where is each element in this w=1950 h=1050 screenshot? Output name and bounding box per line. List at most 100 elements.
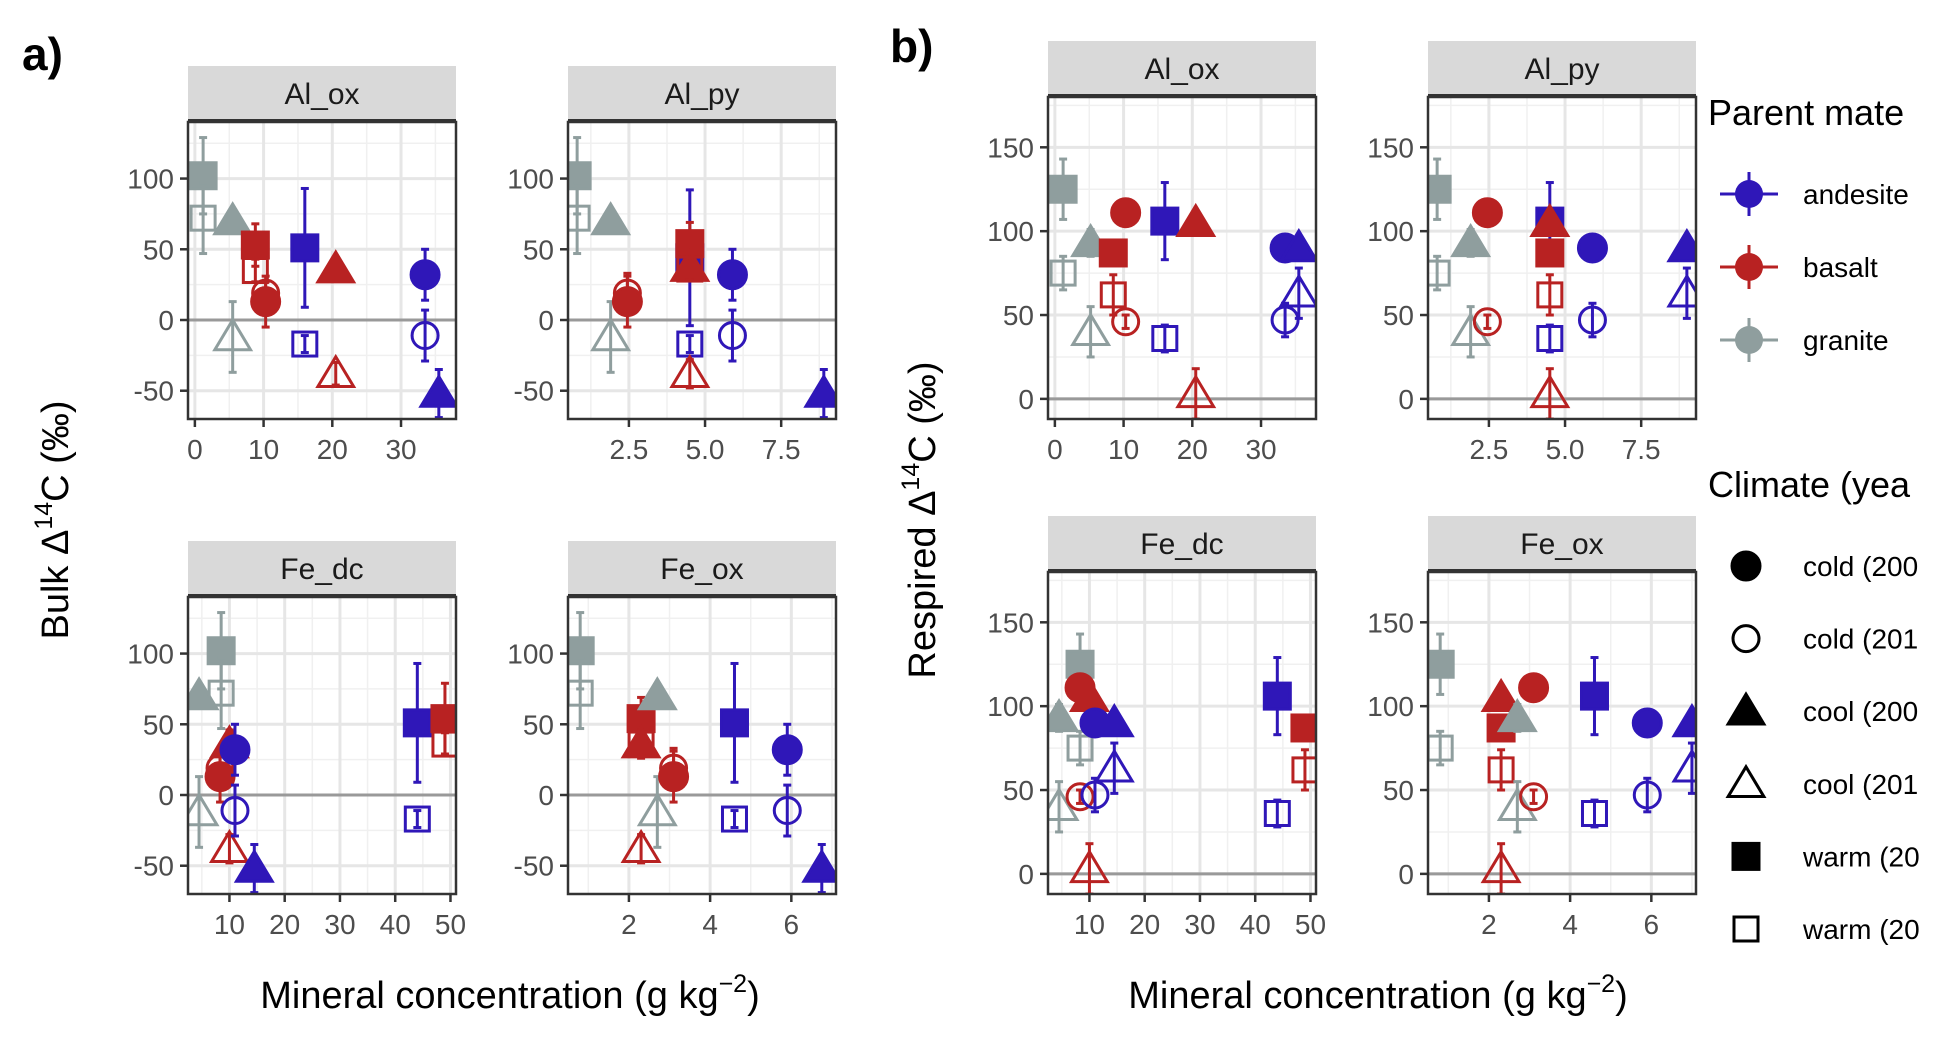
y-tick-label: 150 <box>987 607 1034 638</box>
point-andesite-cool-2010 <box>1671 741 1696 795</box>
y-tick-label: 0 <box>538 780 554 811</box>
legend-item-circle-filled: cold (200 <box>1730 550 1918 582</box>
legend: Parent mate Climate (yea andesite basalt g… <box>1708 92 1920 945</box>
point-marker <box>1175 202 1217 238</box>
point-basalt-cold-2010 <box>1472 307 1502 337</box>
point-marker <box>636 676 678 711</box>
x-axis-title-b: Mineral concentration (g kg−2) <box>1128 970 1628 1017</box>
point-marker <box>1150 206 1180 236</box>
point-marker <box>233 848 275 883</box>
point-granite-warm-2010 <box>207 656 235 731</box>
point-marker <box>431 730 456 758</box>
point-granite-warm-2010 <box>1049 254 1077 292</box>
y-tick-label: 100 <box>1367 216 1414 247</box>
x-tick-label: 5.0 <box>686 434 725 465</box>
point-marker <box>1175 373 1217 409</box>
point-marker <box>212 201 254 236</box>
y-tick-label: 0 <box>1018 384 1034 415</box>
point-marker <box>291 330 319 358</box>
panel-a-al-py: Al_py 2.5 5.0 7.5 -50 0 50 100 <box>507 66 838 465</box>
panel-label-a: a) <box>22 28 63 80</box>
legend-key-marker <box>1725 763 1767 799</box>
point-marker <box>1535 238 1565 268</box>
panel-a-fe-dc: Fe_dc 10 20 30 40 50 -50 0 50 100 <box>127 541 466 940</box>
panel-border <box>1426 570 1698 896</box>
point-granite-cool-2010 <box>1496 780 1538 834</box>
point-marker <box>1496 786 1538 822</box>
point-marker <box>1093 748 1135 783</box>
point-andesite-warm-2010 <box>1536 323 1564 354</box>
point-granite-cool-2000 <box>636 676 678 711</box>
x-tick-label: 20 <box>317 434 348 465</box>
point-marker <box>771 734 803 766</box>
point-marker <box>189 204 217 232</box>
point-marker <box>716 259 748 291</box>
panel-border <box>1426 95 1698 421</box>
legend-key-marker <box>1731 841 1761 871</box>
legend-climate-items: cold (200 cold (201 cool (200 cool (201 warm… <box>1725 550 1920 945</box>
facet-strip-label: Fe_dc <box>280 553 363 586</box>
point-andesite-warm-2000 <box>1579 656 1609 737</box>
panel-b-fe-dc: Fe_dc 10 20 30 40 50 0 50 100 150 <box>987 516 1326 940</box>
point-marker <box>1048 697 1080 733</box>
point-marker <box>1496 697 1538 733</box>
y-axis-title-a: Bulk Δ14C (‰) <box>30 401 77 640</box>
x-tick-label: 30 <box>1184 909 1215 940</box>
point-andesite-cold-2000 <box>771 722 803 777</box>
x-tick-label: 0 <box>1047 434 1063 465</box>
point-granite-cool-2000 <box>1450 222 1492 258</box>
point-andesite-cold-2000 <box>716 247 748 302</box>
y-tick-label: 50 <box>523 709 554 740</box>
point-basalt-warm-2010 <box>431 730 456 758</box>
point-basalt-cold-2000 <box>658 749 690 804</box>
data-points <box>188 611 456 894</box>
point-marker <box>1519 782 1549 812</box>
panel-border <box>186 120 458 421</box>
point-marker <box>1068 848 1110 884</box>
point-andesite-warm-2000 <box>290 186 320 309</box>
y-tick-label: 0 <box>158 305 174 336</box>
point-basalt-cold-2000 <box>1518 672 1550 704</box>
x-tick-label: 6 <box>1644 909 1660 940</box>
point-marker <box>1428 259 1451 287</box>
point-marker <box>1098 238 1128 268</box>
point-basalt-cool-2000 <box>315 249 357 284</box>
legend-item-triangle-open: cool (201 <box>1725 763 1918 800</box>
data-points <box>1428 632 1696 894</box>
point-marker <box>1480 677 1522 713</box>
y-tick-label: 150 <box>987 132 1034 163</box>
point-marker <box>1671 703 1696 738</box>
point-marker <box>717 321 747 351</box>
legend-item-square-open: warm (20 <box>1732 914 1920 945</box>
legend-label: basalt <box>1803 252 1878 283</box>
point-marker <box>1450 311 1492 347</box>
point-basalt-cold-2010 <box>1519 782 1549 812</box>
point-basalt-cold-2000 <box>250 274 282 329</box>
point-granite-warm-2010 <box>189 181 217 256</box>
panel-border <box>186 595 458 896</box>
legend-label: cool (200 <box>1803 696 1918 727</box>
point-basalt-cool-2010 <box>1175 367 1217 419</box>
point-marker <box>636 792 678 827</box>
y-tick-label: 0 <box>1018 859 1034 890</box>
point-granite-cool-2000 <box>1496 697 1538 733</box>
facet-strip <box>568 541 836 597</box>
x-tick-label: 4 <box>702 909 718 940</box>
point-andesite-warm-2010 <box>291 330 319 358</box>
point-andesite-cold-2000 <box>1576 232 1608 264</box>
point-basalt-cool-2010 <box>669 353 711 390</box>
legend-label: warm (20 <box>1802 841 1920 872</box>
x-tick-label: 2.5 <box>609 434 648 465</box>
point-marker <box>620 828 662 863</box>
point-andesite-cool-2000 <box>803 368 836 419</box>
plot-area <box>1048 97 1316 419</box>
y-tick-label: 50 <box>523 234 554 265</box>
point-marker <box>1472 307 1502 337</box>
x-tick-label: 10 <box>248 434 279 465</box>
point-marker <box>1111 307 1141 337</box>
y-tick-label: 50 <box>143 234 174 265</box>
facet-strip-label: Al_ox <box>1144 53 1219 86</box>
point-basalt-warm-2010 <box>676 255 704 283</box>
legend-item-basalt: basalt <box>1720 245 1878 289</box>
point-andesite-cool-2010 <box>1278 266 1316 320</box>
